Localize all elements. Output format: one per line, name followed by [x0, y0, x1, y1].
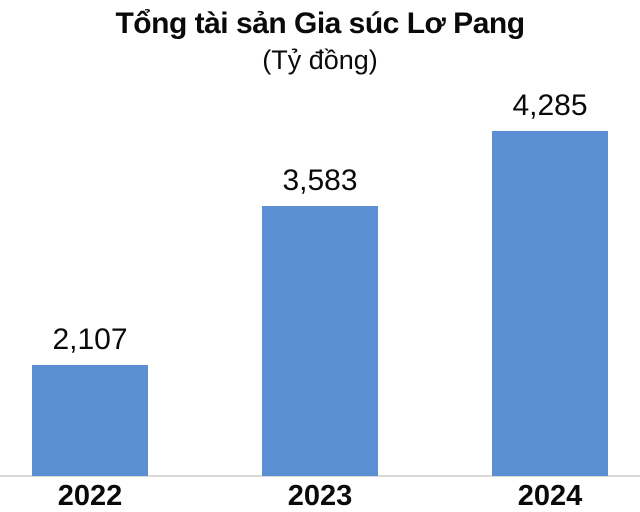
- bar-2022: [32, 365, 148, 476]
- x-axis-tick-label: 2022: [57, 480, 123, 512]
- x-axis-line: [0, 475, 640, 477]
- x-axis-tick-label: 2023: [287, 480, 353, 512]
- x-axis-tick-label: 2024: [517, 480, 583, 512]
- bar-2023: [262, 206, 378, 476]
- chart-title: Tổng tài sản Gia súc Lơ Pang: [115, 7, 525, 40]
- bar-value-label: 4,285: [512, 89, 588, 122]
- bar-value-label: 2,107: [52, 323, 128, 356]
- bar-2024: [492, 131, 608, 476]
- chart-subtitle: (Tỷ đồng): [262, 45, 378, 75]
- chart-header: Tổng tài sản Gia súc Lơ Pang (Tỷ đồng): [0, 5, 640, 77]
- bar-value-label: 3,583: [282, 164, 358, 197]
